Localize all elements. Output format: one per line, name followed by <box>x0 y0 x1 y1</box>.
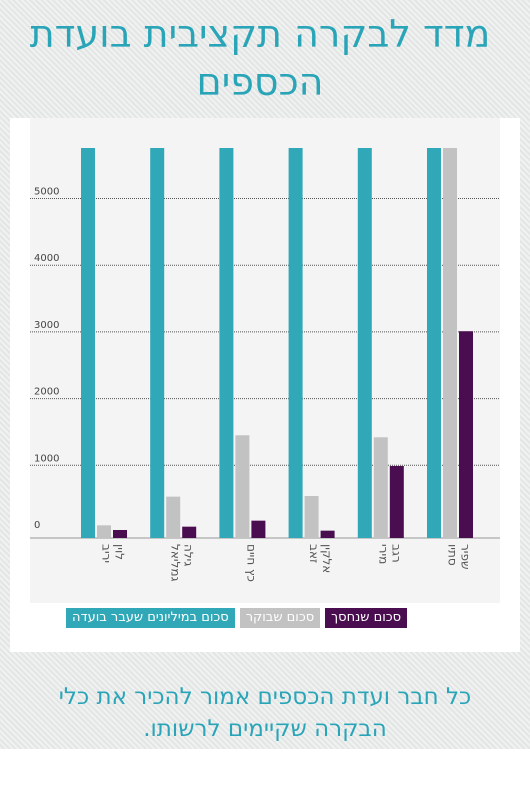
legend-item-series-1: סכום במיליונים שעבר בועדה <box>66 608 235 628</box>
bar-series-1-2 <box>150 148 165 538</box>
bar-series-1-3 <box>219 148 234 538</box>
y-tick-label: 5000 <box>34 187 59 198</box>
y-tick-label: 2000 <box>34 387 59 398</box>
y-tick-label: 1000 <box>34 453 59 464</box>
bar-series-1-5 <box>357 148 372 538</box>
bar-series-2-6 <box>443 148 457 538</box>
bars <box>81 148 473 538</box>
x-tick-label: אלקין <box>320 544 334 573</box>
bar-series-2-1 <box>97 525 111 538</box>
y-tick-label: 3000 <box>34 320 59 331</box>
bar-series-3-4 <box>320 530 335 538</box>
chart-card: 0 1000 2000 3000 4000 5000 לוין יריב גילה גמליאל… <box>10 118 520 652</box>
x-tick-label: כץ חיים <box>244 544 258 582</box>
page-title: מדד לבקרה תקציבית בועדת הכספים <box>29 12 491 104</box>
x-tick-label: זאב <box>307 544 321 563</box>
bar-series-1-1 <box>81 148 95 538</box>
bar-series-2-4 <box>304 495 319 538</box>
bar-series-3-6 <box>459 331 473 538</box>
footer-text: כל חבר ועדת הכספים אמור להכיר את כלי הבק… <box>58 684 472 742</box>
x-tick-label: שפיר <box>459 544 473 569</box>
bar-series-1-6 <box>427 148 441 538</box>
y-tick-label: 0 <box>34 520 40 531</box>
chart-legend: סכום במיליונים שעבר בועדה סכום שבוקר סכו… <box>66 608 408 628</box>
bar-series-2-5 <box>373 437 388 538</box>
x-tick-label: מירי <box>376 544 390 564</box>
x-tick-label: גמליאל <box>169 544 183 581</box>
x-tick-label: יריב <box>100 544 114 563</box>
x-tick-label: סתיו <box>446 544 460 566</box>
bar-series-3-5 <box>389 465 404 538</box>
legend-item-series-3: סכום שנחסך <box>325 608 408 628</box>
y-axis-ticks: 0 1000 2000 3000 4000 5000 <box>34 187 59 532</box>
bar-series-2-3 <box>235 435 250 538</box>
x-tick-label: לוין <box>113 544 127 560</box>
bar-series-2-2 <box>166 496 181 538</box>
y-tick-label: 4000 <box>34 253 59 264</box>
legend-item-series-2: סכום שבוקר <box>239 608 321 628</box>
bar-series-3-2 <box>182 526 197 538</box>
x-tick-label: רגב <box>389 544 403 563</box>
bar-series-1-4 <box>288 148 303 538</box>
x-tick-label: גילה <box>182 544 196 566</box>
bar-series-3-3 <box>251 520 266 538</box>
bar-series-3-1 <box>113 529 127 538</box>
